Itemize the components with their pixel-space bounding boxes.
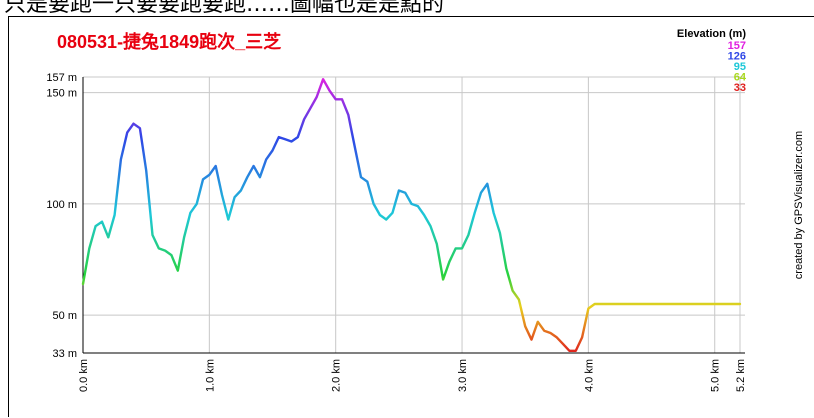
legend-title: Elevation (m) [677, 28, 746, 40]
y-tick-label: 157 m [46, 72, 77, 84]
x-tick-label: 0.0 km [78, 359, 90, 392]
elevation-chart: 157 m 150 m 100 m 50 m 33 m0.0 km 1.0 km 2.0 k… [9, 17, 814, 418]
elevation-series-line [83, 79, 740, 351]
x-tick-label: 3.0 km [457, 359, 469, 392]
credit-text: created by GPSVisualizer.com [793, 131, 805, 279]
y-tick-label: 150 m [46, 88, 77, 100]
x-tick-label: 2.0 km [331, 359, 343, 392]
y-tick-label: 100 m [46, 199, 77, 211]
x-tick-label: 5.2 km [735, 359, 747, 392]
x-tick-label: 5.0 km [710, 359, 722, 392]
x-tick-label: 4.0 km [583, 359, 595, 392]
chart-frame: 157 m 150 m 100 m 50 m 33 m 0.0 km 1.0 km 2.0 k… [8, 16, 814, 417]
y-tick-label: 33 m [53, 348, 77, 360]
axes [83, 77, 745, 353]
grid-lines [83, 77, 745, 353]
chart-title: 080531-捷兔1849跑次_三芝 [57, 31, 281, 52]
legend-entry: 33 [734, 82, 746, 94]
y-tick-label: 50 m [53, 310, 77, 322]
x-tick-label: 1.0 km [204, 359, 216, 392]
